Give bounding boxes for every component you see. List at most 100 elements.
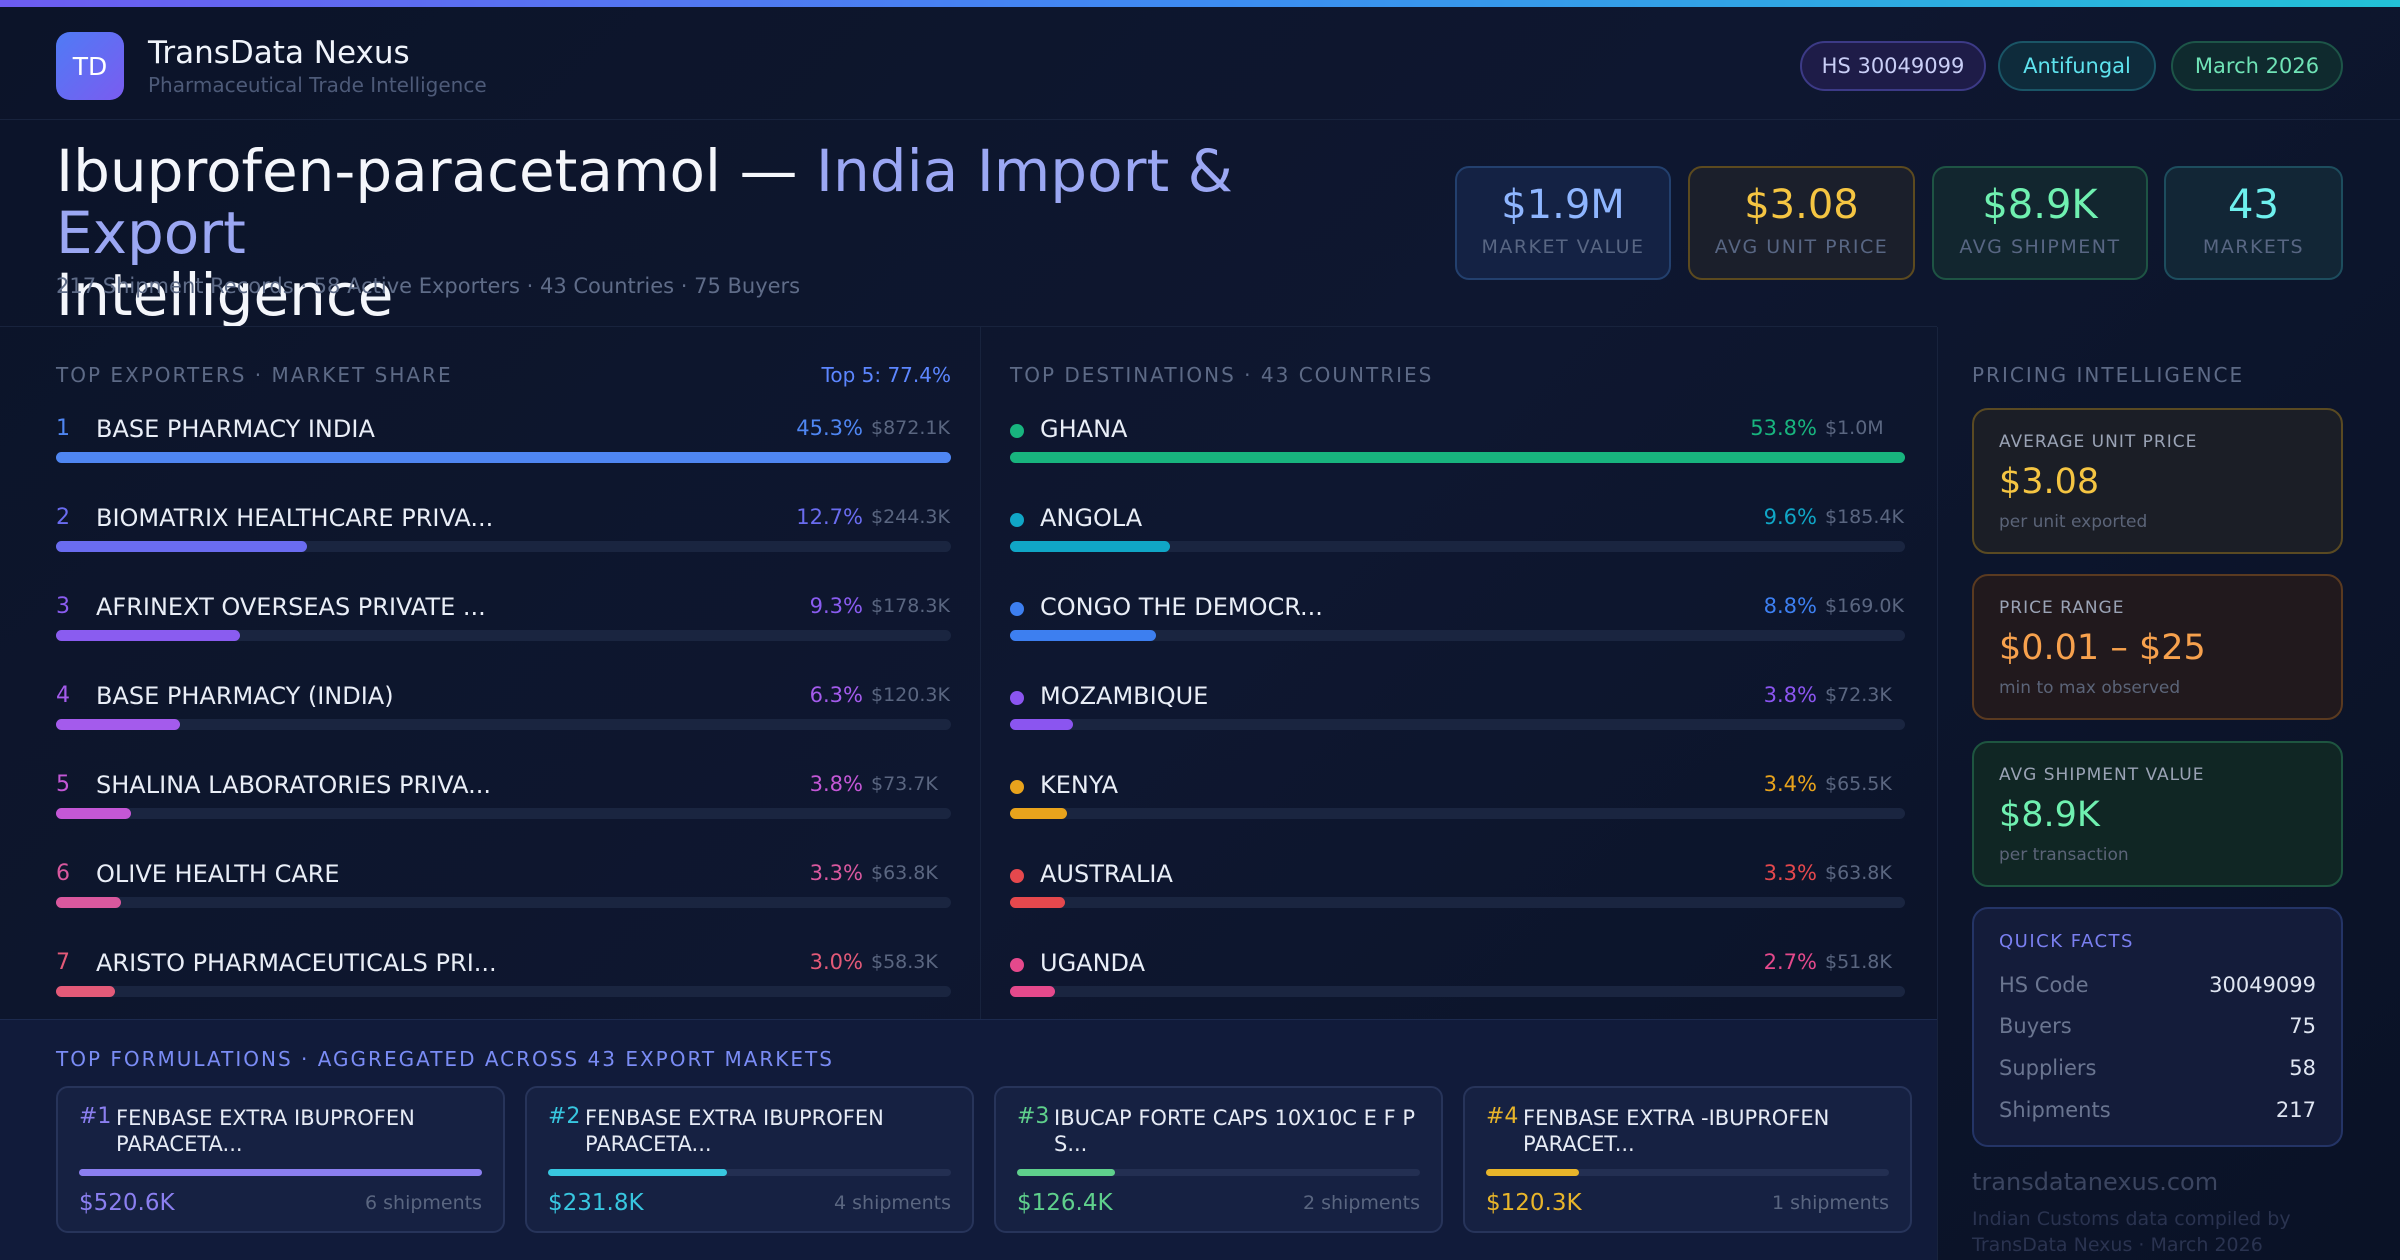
kpi-avg-shipment: $8.9K AVG SHIPMENT <box>1932 166 2148 280</box>
footer-site-link[interactable]: transdatanexus.com <box>1972 1168 2219 1196</box>
destination-amount: $185.4K <box>1825 506 1904 528</box>
formulation-value: $126.4K <box>1017 1190 1113 1216</box>
exporter-row[interactable]: 5 SHALINA LABORATORIES PRIVA... 3.8% $73.7K <box>56 771 951 834</box>
destination-row[interactable]: AUSTRALIA 3.3% $63.8K <box>1010 860 1905 923</box>
kpi-label: MARKET VALUE <box>1481 236 1645 258</box>
card-subtext: min to max observed <box>1999 678 2181 698</box>
hs-code-pill[interactable]: HS 30049099 <box>1800 41 1986 91</box>
destination-row[interactable]: MOZAMBIQUE 3.8% $72.3K <box>1010 682 1905 745</box>
fact-label: HS Code <box>1999 973 2089 997</box>
formulation-bar-fill <box>1017 1169 1115 1176</box>
destination-row[interactable]: CONGO THE DEMOCR... 8.8% $169.0K <box>1010 593 1905 656</box>
exporter-rank: 6 <box>56 861 70 886</box>
formulation-name: FENBASE EXTRA IBUPROFEN PARACETA... <box>585 1106 884 1156</box>
exporter-row[interactable]: 4 BASE PHARMACY (INDIA) 6.3% $120.3K <box>56 682 951 745</box>
card-value: $8.9K <box>1999 795 2100 835</box>
formulation-card[interactable]: #3 IBUCAP FORTE CAPS 10X10C E F P S... $12… <box>994 1086 1443 1233</box>
destination-dot-icon <box>1010 691 1024 705</box>
formulation-rank: #1 <box>79 1104 112 1129</box>
share-bar-fill <box>1010 452 1905 463</box>
kpi-market-value: $1.9M MARKET VALUE <box>1455 166 1671 280</box>
share-bar-track <box>1010 541 1905 552</box>
fact-label: Buyers <box>1999 1014 2072 1038</box>
formulation-card[interactable]: #2 FENBASE EXTRA IBUPROFEN PARACETA... $23… <box>525 1086 974 1233</box>
share-bar-fill <box>56 986 116 997</box>
formulation-bar-fill <box>1486 1169 1580 1176</box>
category-pill[interactable]: Antifungal <box>1998 41 2156 91</box>
date-pill[interactable]: March 2026 <box>2171 41 2343 91</box>
destination-row[interactable]: UGANDA 2.7% $51.8K <box>1010 949 1905 1012</box>
exporter-amount: $178.3K <box>871 595 950 617</box>
destination-row[interactable]: ANGOLA 9.6% $185.4K <box>1010 504 1905 567</box>
share-bar-fill <box>56 630 240 641</box>
brand-name: TransData Nexus <box>148 35 410 71</box>
destination-name: KENYA <box>1040 771 1119 799</box>
exporter-row[interactable]: 3 AFRINEXT OVERSEAS PRIVATE ... 9.3% $178.3… <box>56 593 951 656</box>
pricing-section-title: PRICING INTELLIGENCE <box>1972 363 2245 387</box>
exporter-row[interactable]: 1 BASE PHARMACY INDIA 45.3% $872.1K <box>56 415 951 478</box>
destination-dot-icon <box>1010 869 1024 883</box>
share-bar-track <box>56 541 951 552</box>
destination-name: ANGOLA <box>1040 504 1143 532</box>
formulation-card[interactable]: #1 FENBASE EXTRA IBUPROFEN PARACETA... $52… <box>56 1086 505 1233</box>
destination-amount: $72.3K <box>1825 684 1892 706</box>
brand-tagline: Pharmaceutical Trade Intelligence <box>148 73 487 97</box>
formulation-shipments: 6 shipments <box>365 1192 482 1214</box>
title-accent: India Import & Export <box>56 137 1233 267</box>
formulation-card[interactable]: #4 FENBASE EXTRA -IBUPROFEN PARACET... $12… <box>1463 1086 1912 1233</box>
destination-share-pct: 53.8% <box>1750 416 1817 440</box>
destination-row[interactable]: KENYA 3.4% $65.5K <box>1010 771 1905 834</box>
card-subtext: per unit exported <box>1999 512 2148 532</box>
exporters-section-title: TOP EXPORTERS · MARKET SHARE <box>56 363 453 387</box>
avg-shipment-card: AVG SHIPMENT VALUE $8.9K per transaction <box>1972 741 2343 887</box>
card-subtext: per transaction <box>1999 845 2129 865</box>
formulation-bar-track <box>548 1169 951 1176</box>
formulation-name: FENBASE EXTRA IBUPROFEN PARACETA... <box>116 1106 415 1156</box>
share-bar-track <box>56 452 951 463</box>
formulation-bar-track <box>1486 1169 1889 1176</box>
exporter-rank: 7 <box>56 950 70 975</box>
share-bar-fill <box>1010 808 1067 819</box>
share-bar-track <box>56 897 951 908</box>
top-accent-bar <box>0 0 2400 7</box>
exporter-row[interactable]: 7 ARISTO PHARMACEUTICALS PRI... 3.0% $58.3K <box>56 949 951 1012</box>
exporter-rank: 3 <box>56 594 70 619</box>
share-bar-track <box>56 808 951 819</box>
destination-amount: $65.5K <box>1825 773 1892 795</box>
formulation-bar-track <box>1017 1169 1420 1176</box>
exporter-row[interactable]: 6 OLIVE HEALTH CARE 3.3% $63.8K <box>56 860 951 923</box>
share-bar-track <box>1010 719 1905 730</box>
card-label: AVG SHIPMENT VALUE <box>1999 765 2205 785</box>
fact-label: Shipments <box>1999 1098 2111 1122</box>
exporter-amount: $872.1K <box>871 417 950 439</box>
destination-amount: $63.8K <box>1825 862 1892 884</box>
exporter-row[interactable]: 2 BIOMATRIX HEALTHCARE PRIVA... 12.7% $244.… <box>56 504 951 567</box>
formulation-shipments: 1 shipments <box>1772 1192 1889 1214</box>
kpi-avg-unit-price: $3.08 AVG UNIT PRICE <box>1688 166 1915 280</box>
formulation-bar-fill <box>79 1169 482 1176</box>
exporter-share-pct: 6.3% <box>809 683 863 707</box>
destination-share-pct: 3.4% <box>1763 772 1817 796</box>
fact-value: 217 <box>2275 1098 2316 1122</box>
destination-amount: $1.0M <box>1825 417 1884 439</box>
destination-share-pct: 8.8% <box>1763 594 1817 618</box>
formulation-rank: #3 <box>1017 1104 1050 1129</box>
exporter-amount: $244.3K <box>871 506 950 528</box>
page-title: Ibuprofen-paracetamol — India Import & E… <box>56 140 1396 326</box>
destination-dot-icon <box>1010 780 1024 794</box>
formulation-value: $231.8K <box>548 1190 644 1216</box>
kpi-value: 43 <box>2228 182 2279 228</box>
destination-row[interactable]: GHANA 53.8% $1.0M <box>1010 415 1905 478</box>
destination-share-pct: 3.3% <box>1763 861 1817 885</box>
divider <box>1937 327 1938 1260</box>
kpi-markets: 43 MARKETS <box>2164 166 2343 280</box>
destination-name: CONGO THE DEMOCR... <box>1040 593 1323 621</box>
kpi-label: AVG UNIT PRICE <box>1714 236 1889 258</box>
kpi-value: $3.08 <box>1744 182 1859 228</box>
share-bar-fill <box>1010 541 1170 552</box>
share-bar-fill <box>56 541 307 552</box>
destination-share-pct: 2.7% <box>1763 950 1817 974</box>
formulation-bar-track <box>79 1169 482 1176</box>
share-bar-fill <box>56 452 951 463</box>
formulation-shipments: 4 shipments <box>834 1192 951 1214</box>
